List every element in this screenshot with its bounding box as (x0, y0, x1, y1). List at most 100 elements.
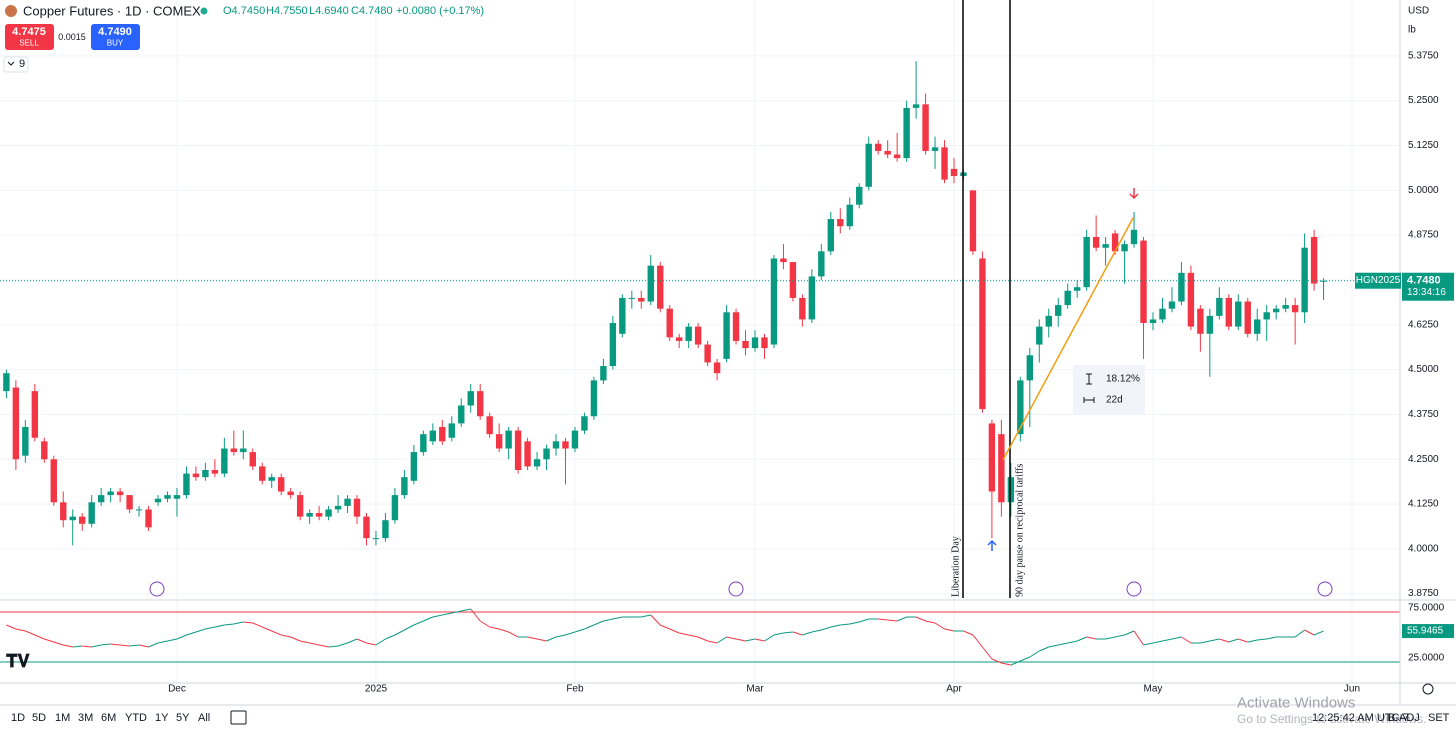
indicator-segment (650, 614, 661, 626)
indicator-segment (110, 643, 121, 646)
toolbar: 1D 5D 1M 3M 6M YTD 1Y 5Y All (11, 712, 210, 724)
indicator-segment (394, 629, 405, 636)
symbol-title[interactable]: Copper Futures · 1D · COMEX (23, 4, 201, 19)
x-tick-label: Jun (1344, 684, 1360, 695)
calendar-icon[interactable] (230, 710, 247, 725)
candle-body (950, 168, 958, 177)
price-tag (1402, 272, 1454, 301)
indicator-segment (1266, 636, 1277, 640)
indicator-segment (167, 638, 178, 642)
logo: 𝐓𝐕 (6, 651, 31, 671)
indicator-segment (423, 616, 434, 622)
indicator-segment (129, 644, 140, 647)
sell-button[interactable] (5, 24, 54, 50)
candle-body (1083, 236, 1090, 288)
event-label: 90 day pause on reciprocal tariffs (1015, 464, 1026, 597)
buy-button[interactable] (91, 24, 140, 50)
event-icon[interactable] (1126, 581, 1142, 597)
candle-body (1216, 297, 1223, 316)
x-tick-label: 2025 (365, 684, 388, 695)
range-button[interactable]: YTD (125, 712, 147, 724)
measure-icon (1083, 397, 1095, 403)
candle-body (723, 312, 730, 359)
measure-span: 22d (1106, 395, 1123, 406)
candle-body (1036, 326, 1043, 345)
candle-body (846, 204, 853, 227)
indicator-segment (802, 631, 813, 636)
range-button[interactable]: 1M (55, 712, 70, 724)
indicator-segment (536, 638, 547, 642)
candle-body (259, 466, 266, 481)
x-tick-label: Feb (566, 684, 584, 695)
candle-body (88, 502, 95, 524)
candle-body (837, 219, 844, 227)
candle-body (1159, 308, 1166, 320)
unit[interactable]: lb (1408, 25, 1416, 36)
indicator-segment (91, 644, 102, 648)
candle-body (1064, 290, 1071, 306)
range-button[interactable]: 5Y (176, 712, 190, 724)
candle-body (922, 104, 929, 151)
candle-body (202, 470, 209, 478)
range-button[interactable]: All (198, 712, 210, 724)
indicator-segment (1076, 636, 1087, 642)
candle-body (884, 150, 891, 155)
indicator-toggle[interactable] (3, 56, 29, 73)
indicator-segment (82, 645, 92, 648)
indicator-segment (773, 632, 784, 636)
candle-body (1140, 240, 1147, 324)
candle-body (268, 477, 275, 481)
range-button[interactable]: 1Y (155, 712, 169, 724)
candle-body (296, 495, 304, 517)
event-icon[interactable] (1317, 581, 1333, 597)
indicator-segment (565, 631, 576, 636)
axis-settings[interactable] (1422, 683, 1434, 695)
y-tick-label: 4.2500 (1408, 454, 1439, 465)
candle-body (988, 423, 996, 492)
candle-body (1073, 287, 1081, 291)
indicator-segment (1247, 639, 1258, 643)
candle-body (1026, 355, 1034, 381)
y-tick-label: 4.6250 (1408, 319, 1439, 330)
indicator-segment (1219, 638, 1229, 643)
settlement-toggle[interactable]: SET (1428, 712, 1450, 724)
candle-body (1045, 315, 1052, 327)
indicator-segment (603, 618, 613, 622)
range-button[interactable]: 5D (32, 712, 46, 724)
candle-body (1168, 301, 1176, 309)
range-button[interactable]: 3M (78, 712, 93, 724)
candle-body (1111, 233, 1119, 252)
y-tick-label: 4.3750 (1408, 409, 1439, 420)
candle-body (3, 373, 10, 392)
indicator-segment (1257, 638, 1267, 641)
value-tag (1402, 624, 1454, 639)
indicator-segment (432, 614, 443, 618)
indicator-segment (195, 628, 206, 633)
currency[interactable]: USD (1408, 6, 1429, 17)
candle-body (240, 448, 247, 453)
indicator-segment (612, 616, 623, 620)
indicator-segment (925, 620, 936, 624)
indicator-segment (1048, 644, 1059, 648)
adjust-toggle[interactable]: B-ADJ (1388, 712, 1420, 724)
candle-body (562, 441, 569, 449)
candle-body (1102, 244, 1109, 248)
candle-body (571, 430, 579, 449)
indicator-segment (15, 628, 26, 632)
trend-line[interactable] (1002, 217, 1134, 461)
range-button[interactable]: 6M (101, 712, 116, 724)
candle-body (145, 509, 152, 528)
candle-body (998, 434, 1005, 503)
range-button[interactable]: 1D (11, 712, 25, 724)
candle-body (344, 498, 351, 506)
candle-body (1282, 305, 1289, 309)
candle-body (912, 104, 920, 108)
candle-body (619, 297, 626, 334)
candle-body (590, 380, 598, 417)
event-icon[interactable] (149, 581, 165, 597)
sell-price: 4.7475 (12, 26, 46, 38)
event-icon[interactable] (728, 581, 744, 597)
